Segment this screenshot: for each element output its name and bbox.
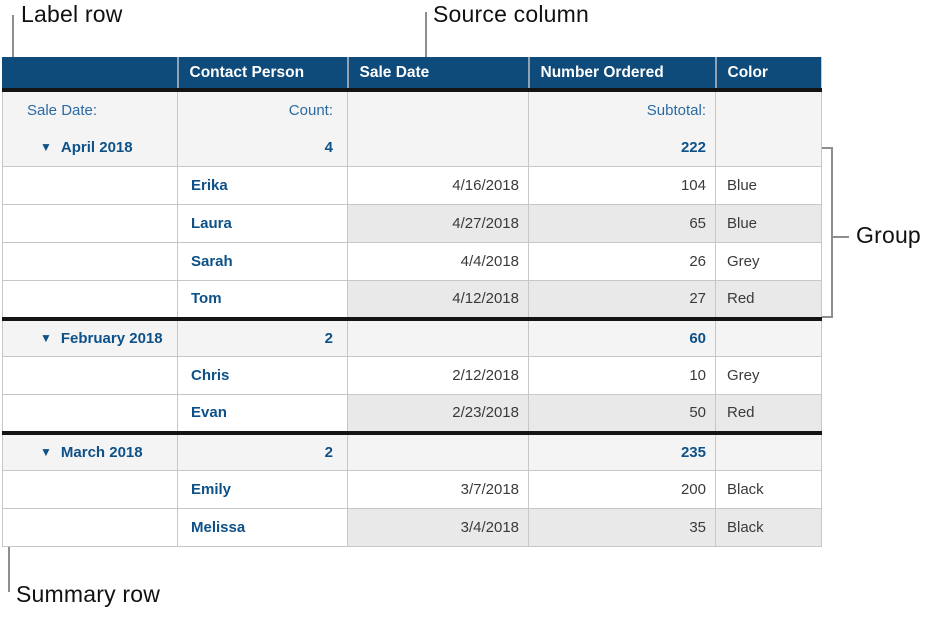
group-count-cell[interactable]: 4 xyxy=(177,128,348,167)
header-row: Contact Person Sale Date Number Ordered … xyxy=(2,57,822,92)
table-row: Sarah 4/4/2018 26 Grey xyxy=(2,242,822,281)
empty-cell[interactable] xyxy=(715,318,822,357)
color-cell[interactable]: Grey xyxy=(715,242,822,281)
indent-cell[interactable] xyxy=(2,356,178,395)
color-cell[interactable]: Blue xyxy=(715,204,822,243)
label-empty-cell[interactable] xyxy=(347,89,529,129)
contact-cell[interactable]: Laura xyxy=(177,204,348,243)
indent-cell[interactable] xyxy=(2,508,178,547)
summary-row-callout-text: Summary row xyxy=(16,581,161,607)
indent-cell[interactable] xyxy=(2,470,178,509)
header-cell-color[interactable]: Color xyxy=(714,57,822,92)
header-cell-group-column[interactable] xyxy=(2,57,178,92)
disclosure-triangle-icon[interactable]: ▼ xyxy=(40,444,52,459)
header-cell-sale-date[interactable]: Sale Date xyxy=(346,57,529,92)
date-cell[interactable]: 4/4/2018 xyxy=(347,242,529,281)
label-empty-cell[interactable] xyxy=(715,89,822,129)
label-count-cell[interactable]: Count: xyxy=(177,89,348,129)
contact-cell[interactable]: Emily xyxy=(177,470,348,509)
empty-cell[interactable] xyxy=(715,432,822,471)
number-cell[interactable]: 50 xyxy=(528,394,716,435)
indent-cell[interactable] xyxy=(2,204,178,243)
color-cell[interactable]: Red xyxy=(715,280,822,321)
source-column-callout-line xyxy=(425,12,427,57)
table-row: Tom 4/12/2018 27 Red xyxy=(2,280,822,321)
group-name: March 2018 xyxy=(60,443,143,461)
group-name-cell[interactable]: ▼ March 2018 xyxy=(2,432,178,471)
date-cell[interactable]: 2/12/2018 xyxy=(347,356,529,395)
table-row: Laura 4/27/2018 65 Blue xyxy=(2,204,822,243)
group-name-cell[interactable]: ▼ April 2018 xyxy=(2,128,178,167)
contact-cell[interactable]: Tom xyxy=(177,280,348,321)
table-row: Chris 2/12/2018 10 Grey xyxy=(2,356,822,395)
group-count-cell[interactable]: 2 xyxy=(177,432,348,471)
date-cell[interactable]: 2/23/2018 xyxy=(347,394,529,435)
label-row: Sale Date: Count: Subtotal: xyxy=(2,89,822,129)
color-cell[interactable]: Blue xyxy=(715,166,822,205)
group-subtotal-cell[interactable]: 235 xyxy=(528,432,716,471)
group-name: April 2018 xyxy=(60,138,133,156)
contact-cell[interactable]: Erika xyxy=(177,166,348,205)
date-cell[interactable]: 4/16/2018 xyxy=(347,166,529,205)
group-count-cell[interactable]: 2 xyxy=(177,318,348,357)
table-row: Evan 2/23/2018 50 Red xyxy=(2,394,822,435)
date-cell[interactable]: 4/12/2018 xyxy=(347,280,529,321)
contact-cell[interactable]: Chris xyxy=(177,356,348,395)
color-cell[interactable]: Red xyxy=(715,394,822,435)
number-cell[interactable]: 35 xyxy=(528,508,716,547)
number-cell[interactable]: 65 xyxy=(528,204,716,243)
contact-cell[interactable]: Sarah xyxy=(177,242,348,281)
group-callout-tick xyxy=(833,236,849,238)
disclosure-triangle-icon[interactable]: ▼ xyxy=(40,139,52,154)
number-cell[interactable]: 26 xyxy=(528,242,716,281)
source-column-callout-text: Source column xyxy=(433,1,590,27)
number-cell[interactable]: 104 xyxy=(528,166,716,205)
number-cell[interactable]: 10 xyxy=(528,356,716,395)
date-cell[interactable]: 4/27/2018 xyxy=(347,204,529,243)
label-row-callout-text: Label row xyxy=(21,1,123,27)
indent-cell[interactable] xyxy=(2,394,178,435)
disclosure-triangle-icon[interactable]: ▼ xyxy=(40,330,52,345)
group-callout-text: Group xyxy=(856,222,921,248)
group-name: February 2018 xyxy=(60,329,163,347)
table-row: Melissa 3/4/2018 35 Black xyxy=(2,508,822,547)
empty-cell[interactable] xyxy=(347,318,529,357)
number-cell[interactable]: 27 xyxy=(528,280,716,321)
header-cell-contact-person[interactable]: Contact Person xyxy=(176,57,348,92)
contact-cell[interactable]: Evan xyxy=(177,394,348,435)
color-cell[interactable]: Black xyxy=(715,508,822,547)
group-callout-bracket xyxy=(821,147,833,318)
categorized-table: Contact Person Sale Date Number Ordered … xyxy=(2,57,822,547)
header-cell-number-ordered[interactable]: Number Ordered xyxy=(527,57,716,92)
date-cell[interactable]: 3/4/2018 xyxy=(347,508,529,547)
contact-cell[interactable]: Melissa xyxy=(177,508,348,547)
empty-cell[interactable] xyxy=(715,128,822,167)
indent-cell[interactable] xyxy=(2,280,178,321)
empty-cell[interactable] xyxy=(347,432,529,471)
color-cell[interactable]: Grey xyxy=(715,356,822,395)
group-name-cell[interactable]: ▼ February 2018 xyxy=(2,318,178,357)
group-subtotal-cell[interactable]: 222 xyxy=(528,128,716,167)
group-summary-row: ▼ February 2018 2 60 xyxy=(2,318,822,357)
table-row: Erika 4/16/2018 104 Blue xyxy=(2,166,822,205)
group-summary-row: ▼ March 2018 2 235 xyxy=(2,432,822,471)
color-cell[interactable]: Black xyxy=(715,470,822,509)
group-summary-row: ▼ April 2018 4 222 xyxy=(2,128,822,167)
label-subtotal-cell[interactable]: Subtotal: xyxy=(528,89,716,129)
date-cell[interactable]: 3/7/2018 xyxy=(347,470,529,509)
label-category-cell[interactable]: Sale Date: xyxy=(2,89,178,129)
indent-cell[interactable] xyxy=(2,242,178,281)
indent-cell[interactable] xyxy=(2,166,178,205)
number-cell[interactable]: 200 xyxy=(528,470,716,509)
table-row: Emily 3/7/2018 200 Black xyxy=(2,470,822,509)
empty-cell[interactable] xyxy=(347,128,529,167)
group-subtotal-cell[interactable]: 60 xyxy=(528,318,716,357)
